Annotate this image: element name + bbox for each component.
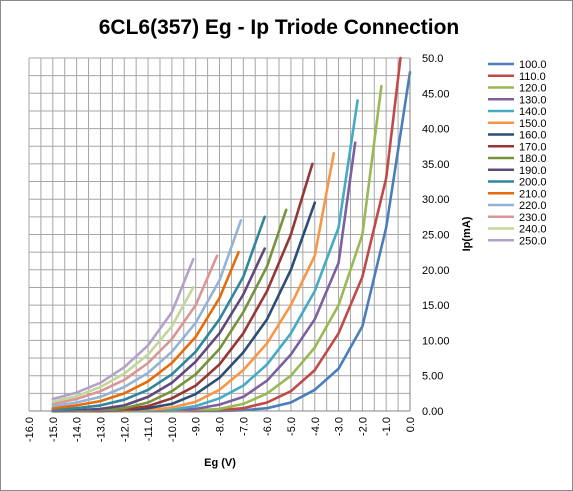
- series-line-230.0: [51, 254, 219, 406]
- series-line-240.0: [51, 286, 195, 404]
- legend-entry: 120.0: [519, 83, 547, 95]
- legend-entry: 250.0: [519, 235, 547, 247]
- legend-entry: 200.0: [519, 177, 547, 189]
- y-tick-labels: 0.00 5.00 10.00 15.00 20.00 25.00 30.00 35.00 40…: [422, 53, 450, 418]
- x-tick-label: -16.0: [24, 417, 36, 442]
- y-tick-label: 35.00: [422, 159, 450, 171]
- series-line-210.0: [51, 250, 240, 410]
- legend-entry: 100.0: [519, 59, 547, 71]
- legend-entry: 230.0: [519, 212, 547, 224]
- legend-entry: 220.0: [519, 200, 547, 212]
- legend-entry: 150.0: [519, 118, 547, 130]
- legend-entry: 130.0: [519, 94, 547, 106]
- legend-entry: 190.0: [519, 165, 547, 177]
- legend: 100.0110.0120.0130.0140.0150.0160.0170.0…: [488, 59, 547, 247]
- series-line-190.0: [51, 247, 267, 413]
- legend-entry: 170.0: [519, 141, 547, 153]
- x-tick-label: -8.0: [215, 417, 227, 436]
- x-tick-label: -13.0: [95, 417, 107, 442]
- y-axis-label: Ip(mA): [461, 216, 473, 251]
- x-tick-label: -12.0: [119, 417, 131, 442]
- series-line-220.0: [51, 219, 243, 408]
- y-tick-label: 15.00: [422, 300, 450, 312]
- chart-title: 6CL6(357) Eg - Ip Triode Connection: [99, 16, 460, 39]
- y-tick-label: 45.00: [422, 88, 450, 100]
- axis-lines: [29, 58, 411, 412]
- legend-entry: 110.0: [519, 71, 546, 83]
- y-tick-label: 20.00: [422, 265, 450, 277]
- y-tick-label: 40.00: [422, 124, 450, 136]
- x-tick-label: -1.0: [381, 417, 393, 436]
- x-tick-label: -14.0: [72, 417, 84, 442]
- y-tick-label: 0.00: [422, 406, 443, 418]
- x-tick-label: -2.0: [357, 417, 369, 436]
- x-tick-label: -9.0: [191, 417, 203, 436]
- x-tick-label: -7.0: [238, 417, 250, 436]
- series-line-200.0: [51, 215, 267, 411]
- x-tick-labels: -16.0 -15.0 -14.0 -13.0 -12.0 -11.0 -10.0 -9.0-…: [24, 417, 417, 442]
- x-axis-label: Eg (V): [204, 457, 236, 469]
- x-tick-label: -10.0: [167, 417, 179, 442]
- x-tick-label: -11.0: [143, 417, 155, 441]
- x-tick-label: -6.0: [262, 417, 274, 436]
- legend-entry: 240.0: [519, 224, 547, 236]
- y-tick-label: 25.00: [422, 230, 450, 242]
- legend-entry: 160.0: [519, 130, 547, 142]
- x-tick-label: -5.0: [286, 417, 298, 436]
- legend-entry: 210.0: [519, 188, 547, 200]
- y-tick-label: 50.0: [422, 53, 443, 65]
- horizontal-gridlines: [29, 57, 410, 412]
- legend-entry: 180.0: [519, 153, 547, 165]
- series-lines: [51, 56, 412, 413]
- y-tick-label: 5.00: [422, 371, 443, 383]
- series-line-250.0: [51, 257, 195, 401]
- y-tick-label: 30.00: [422, 194, 450, 206]
- x-tick-label: -15.0: [48, 417, 60, 442]
- x-tick-label: 0.0: [405, 417, 417, 432]
- legend-entry: 140.0: [519, 106, 547, 118]
- x-tick-label: -3.0: [334, 417, 346, 436]
- x-tick-label: -4.0: [310, 417, 322, 436]
- y-tick-label: 10.00: [422, 335, 450, 347]
